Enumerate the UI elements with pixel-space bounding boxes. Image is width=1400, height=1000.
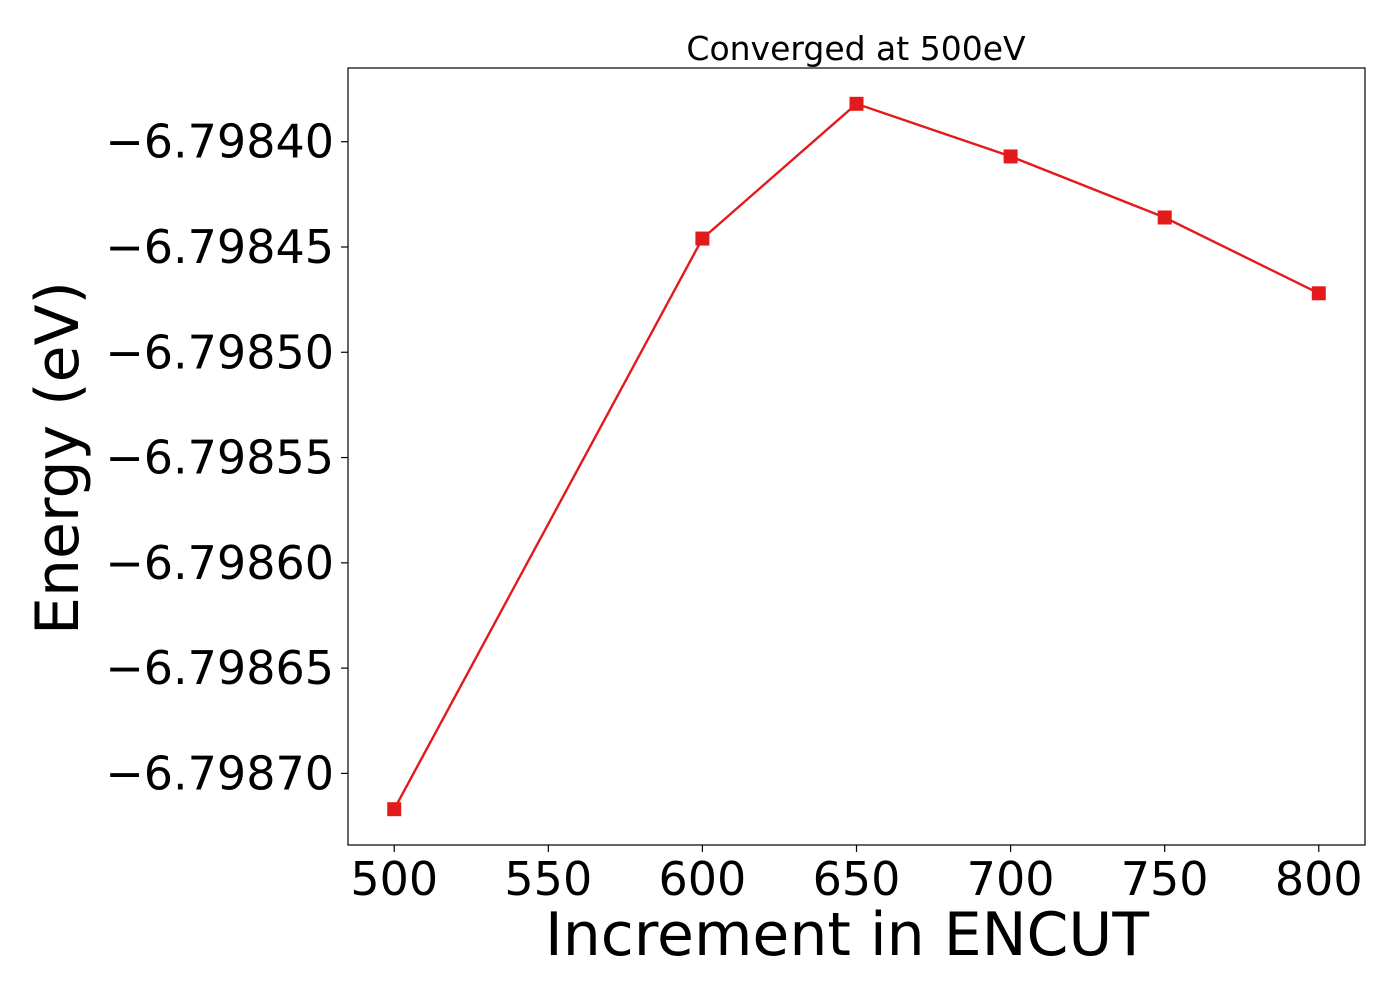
x-tick-label: 750	[1121, 852, 1209, 906]
y-tick-label: −6.79870	[105, 746, 334, 800]
x-axis-label: Increment in ENCUT	[545, 900, 1149, 970]
data-point-marker	[849, 96, 864, 111]
x-tick-label: 600	[659, 852, 747, 906]
y-axis-label: Energy (eV)	[23, 281, 93, 635]
plot-area	[347, 67, 1366, 846]
series-layer	[387, 96, 1326, 817]
data-point-marker	[1311, 286, 1326, 301]
x-tick-label: 700	[967, 852, 1055, 906]
data-point-marker	[387, 802, 402, 817]
chart-title: Converged at 500eV	[686, 29, 1026, 68]
data-point-marker	[1003, 149, 1018, 164]
x-tick-label: 550	[504, 852, 592, 906]
y-tick-label: −6.79840	[105, 115, 334, 169]
y-axis: −6.79840 −6.79845 −6.79850 −6.79855 −6.79860…	[105, 115, 348, 800]
x-tick-label: 650	[813, 852, 901, 906]
data-point-marker	[695, 231, 710, 246]
series-line	[393, 102, 1320, 810]
y-tick-label: −6.79860	[105, 536, 334, 590]
x-axis: 500 550 600 650 700 750 800	[350, 845, 1363, 906]
x-tick-label: 500	[350, 852, 438, 906]
y-tick-label: −6.79855	[105, 431, 334, 485]
data-point-marker	[1157, 210, 1172, 225]
y-tick-label: −6.79850	[105, 325, 334, 379]
y-tick-label: −6.79845	[105, 220, 334, 274]
y-tick-label: −6.79865	[105, 641, 334, 695]
x-tick-label: 800	[1275, 852, 1363, 906]
